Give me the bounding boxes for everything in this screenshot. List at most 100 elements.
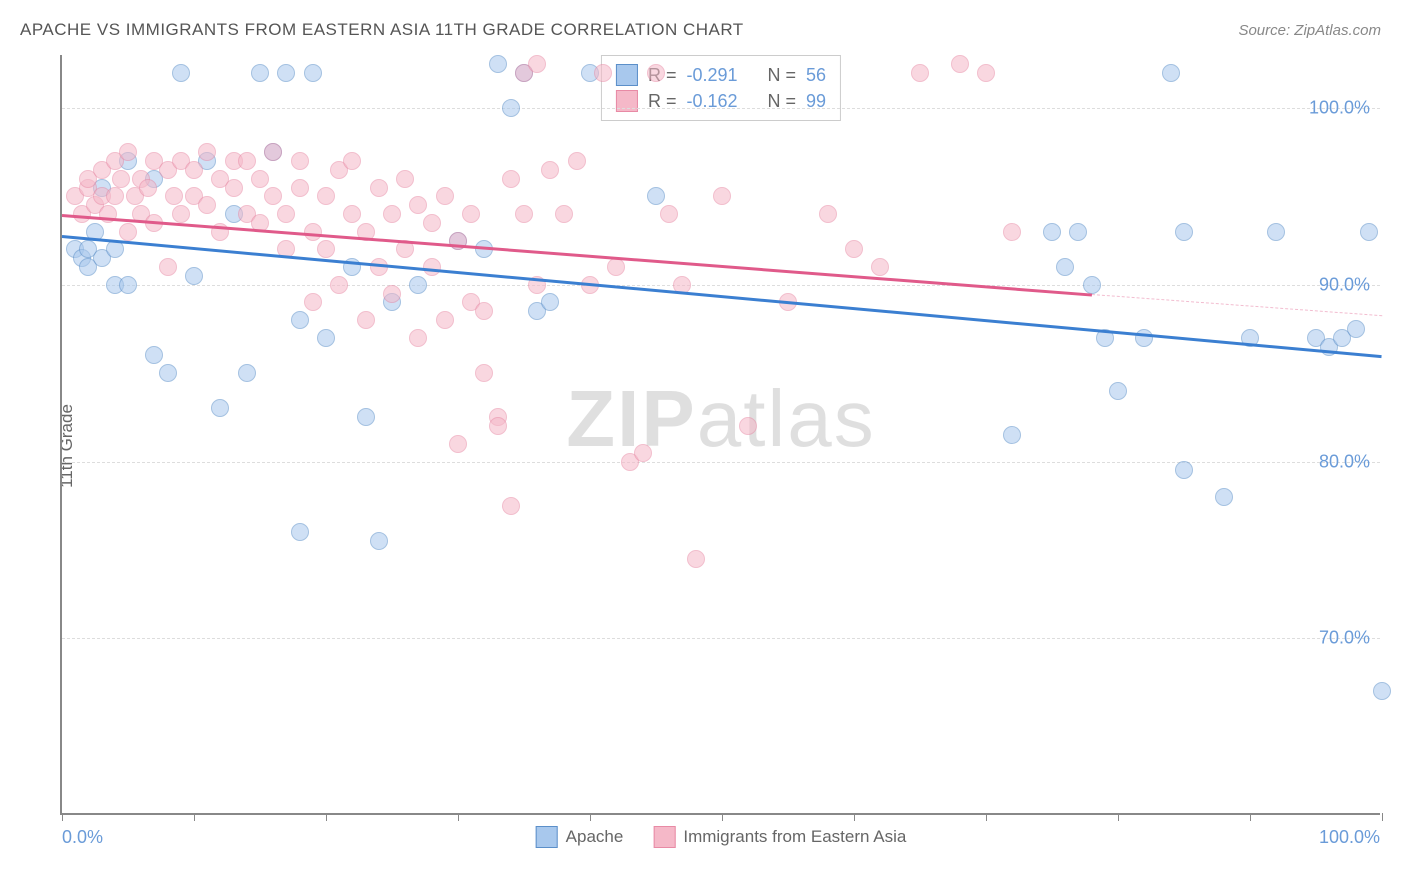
data-point xyxy=(106,240,124,258)
data-point xyxy=(211,399,229,417)
data-point xyxy=(541,293,559,311)
data-point xyxy=(502,99,520,117)
data-point xyxy=(594,64,612,82)
legend-label-immigrants: Immigrants from Eastern Asia xyxy=(683,827,906,847)
data-point xyxy=(1175,223,1193,241)
data-point xyxy=(251,64,269,82)
data-point xyxy=(528,55,546,73)
data-point xyxy=(357,311,375,329)
data-point xyxy=(713,187,731,205)
data-point xyxy=(185,267,203,285)
data-point xyxy=(277,205,295,223)
data-point xyxy=(277,64,295,82)
x-tick xyxy=(62,813,63,821)
data-point xyxy=(568,152,586,170)
grid-line xyxy=(62,108,1380,109)
data-point xyxy=(106,187,124,205)
data-point xyxy=(198,143,216,161)
data-point xyxy=(370,532,388,550)
data-point xyxy=(304,64,322,82)
data-point xyxy=(541,161,559,179)
data-point xyxy=(185,161,203,179)
data-point xyxy=(449,435,467,453)
x-tick xyxy=(1250,813,1251,821)
trend-line xyxy=(1092,294,1382,316)
data-point xyxy=(357,408,375,426)
data-point xyxy=(647,64,665,82)
data-point xyxy=(238,152,256,170)
r-value-apache: -0.291 xyxy=(686,65,737,86)
chart-title: APACHE VS IMMIGRANTS FROM EASTERN ASIA 1… xyxy=(20,20,744,40)
data-point xyxy=(1347,320,1365,338)
data-point xyxy=(238,364,256,382)
data-point xyxy=(489,55,507,73)
x-tick-label-0: 0.0% xyxy=(62,827,103,848)
bottom-legend: Apache Immigrants from Eastern Asia xyxy=(536,826,907,848)
data-point xyxy=(1069,223,1087,241)
legend-stats-row-2: R = -0.162 N = 99 xyxy=(616,88,826,114)
data-point xyxy=(871,258,889,276)
grid-line xyxy=(62,285,1380,286)
data-point xyxy=(317,187,335,205)
data-point xyxy=(1003,426,1021,444)
legend-stats-box: R = -0.291 N = 56 R = -0.162 N = 99 xyxy=(601,55,841,121)
data-point xyxy=(515,205,533,223)
legend-label-apache: Apache xyxy=(566,827,624,847)
data-point xyxy=(370,258,388,276)
data-point xyxy=(845,240,863,258)
x-tick xyxy=(986,813,987,821)
data-point xyxy=(304,223,322,241)
trend-line xyxy=(62,235,1382,358)
grid-line xyxy=(62,638,1380,639)
data-point xyxy=(409,276,427,294)
data-point xyxy=(409,329,427,347)
data-point xyxy=(951,55,969,73)
data-point xyxy=(660,205,678,223)
y-tick-label: 70.0% xyxy=(1319,628,1370,649)
data-point xyxy=(607,258,625,276)
data-point xyxy=(1083,276,1101,294)
watermark: ZIPatlas xyxy=(566,373,875,465)
data-point xyxy=(489,417,507,435)
data-point xyxy=(291,179,309,197)
data-point xyxy=(145,346,163,364)
x-tick xyxy=(194,813,195,821)
n-value-apache: 56 xyxy=(806,65,826,86)
x-tick xyxy=(722,813,723,821)
data-point xyxy=(383,285,401,303)
data-point xyxy=(291,523,309,541)
data-point xyxy=(475,364,493,382)
data-point xyxy=(119,276,137,294)
data-point xyxy=(1215,488,1233,506)
data-point xyxy=(911,64,929,82)
data-point xyxy=(1003,223,1021,241)
bottom-legend-immigrants: Immigrants from Eastern Asia xyxy=(653,826,906,848)
x-tick xyxy=(458,813,459,821)
data-point xyxy=(165,187,183,205)
data-point xyxy=(1109,382,1127,400)
data-point xyxy=(423,214,441,232)
data-point xyxy=(264,187,282,205)
x-tick-label-100: 100.0% xyxy=(1319,827,1380,848)
data-point xyxy=(264,143,282,161)
data-point xyxy=(819,205,837,223)
plot-area: ZIPatlas R = -0.291 N = 56 R = -0.162 N … xyxy=(60,55,1380,815)
data-point xyxy=(370,179,388,197)
data-point xyxy=(475,302,493,320)
data-point xyxy=(647,187,665,205)
data-point xyxy=(291,152,309,170)
n-label: N = xyxy=(768,65,797,86)
data-point xyxy=(251,170,269,188)
data-point xyxy=(317,329,335,347)
data-point xyxy=(977,64,995,82)
data-point xyxy=(112,170,130,188)
data-point xyxy=(343,205,361,223)
data-point xyxy=(1267,223,1285,241)
data-point xyxy=(436,311,454,329)
data-point xyxy=(502,497,520,515)
data-point xyxy=(1043,223,1061,241)
data-point xyxy=(317,240,335,258)
data-point xyxy=(225,179,243,197)
bottom-legend-apache: Apache xyxy=(536,826,624,848)
data-point xyxy=(1373,682,1391,700)
